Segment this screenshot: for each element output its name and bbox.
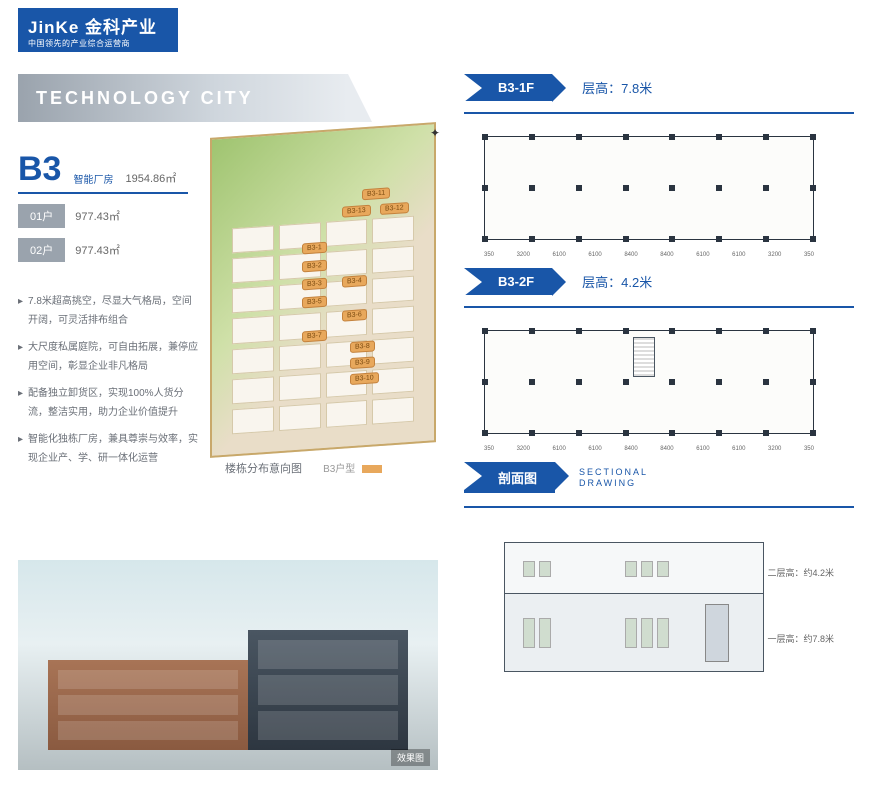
- building-name: B3: [18, 152, 61, 186]
- site-label: B3-5: [302, 296, 327, 309]
- unit-area: 977.43㎡: [75, 242, 120, 258]
- siteplan-caption-text: 楼栋分布意向图: [225, 463, 302, 475]
- header-rule: [464, 112, 854, 114]
- siteplan-caption: 楼栋分布意向图 B3户型: [225, 460, 382, 476]
- building-rendering: 效果图: [18, 560, 438, 770]
- floor-height: 层高：7.8米: [582, 78, 652, 97]
- render-building-left: [48, 660, 248, 750]
- section-subtitle: SECTIONALDRAWING: [579, 467, 648, 489]
- site-label: B3-3: [302, 278, 327, 291]
- floor-header-1f: B3-1F 层高：7.8米: [464, 74, 854, 101]
- header-rule: [464, 506, 854, 508]
- site-label: B3-8: [350, 340, 375, 353]
- floor-height: 层高：4.2米: [582, 272, 652, 291]
- unit-area: 977.43㎡: [75, 208, 120, 224]
- site-label: B3-2: [302, 260, 327, 273]
- site-label: B3-12: [380, 202, 409, 215]
- floorplan-2f: 35032006100610084008400610061003200350: [464, 322, 834, 452]
- section-header: 剖面图 SECTIONALDRAWING: [464, 462, 854, 493]
- floor-header-2f: B3-2F 层高：4.2米: [464, 268, 854, 295]
- logo-sub: 中国领先的产业综合运营商: [28, 38, 168, 49]
- feature-list: 7.8米超高挑空，尽显大气格局，空间开阔，可灵活排布组合 大尺度私属庭院，可自由…: [18, 292, 198, 468]
- site-label: B3-13: [342, 205, 371, 218]
- site-plan: B3-1 B3-2 B3-3 B3-4 B3-5 B3-6 B3-7 B3-8 …: [210, 130, 436, 450]
- floor-tag: B3-2F: [464, 268, 552, 295]
- floor-tag: B3-1F: [464, 74, 552, 101]
- section-drawing: 二层高：约4.2米 一层高：约7.8米: [464, 522, 834, 682]
- building-type: 智能厂房: [73, 171, 113, 186]
- render-badge: 效果图: [391, 749, 430, 766]
- site-label: B3-6: [342, 309, 367, 322]
- page-title-bar: TECHNOLOGY CITY: [18, 74, 348, 122]
- site-label: B3-4: [342, 275, 367, 288]
- section-label-f2: 二层高：约4.2米: [767, 566, 834, 579]
- feature-item: 大尺度私属庭院，可自由拓展，兼停应用空间，彰显企业非凡格局: [18, 338, 198, 376]
- compass-icon: ✦: [430, 126, 440, 140]
- site-label: B3-11: [362, 187, 390, 200]
- unit-label: 02户: [18, 238, 65, 262]
- site-label: B3-9: [350, 356, 375, 369]
- site-label: B3-10: [350, 372, 379, 385]
- logo-main: JinKe 金科产业: [28, 13, 168, 38]
- header-rule: [464, 306, 854, 308]
- plan-dimensions: 35032006100610084008400610061003200350: [484, 252, 814, 258]
- feature-item: 配备独立卸货区，实现100%人货分流，整洁实用，助力企业价值提升: [18, 384, 198, 422]
- building-total-area: 1954.86㎡: [125, 170, 176, 186]
- plan-dimensions: 35032006100610084008400610061003200350: [484, 446, 814, 452]
- site-label: B3-7: [302, 330, 327, 343]
- site-label: B3-1: [302, 242, 327, 255]
- page-title: TECHNOLOGY CITY: [36, 88, 254, 109]
- unit-label: 01户: [18, 204, 65, 228]
- feature-item: 7.8米超高挑空，尽显大气格局，空间开阔，可灵活排布组合: [18, 292, 198, 330]
- section-label-f1: 一层高：约7.8米: [767, 632, 834, 645]
- siteplan-swatch: [362, 465, 382, 473]
- section-tag: 剖面图: [464, 462, 555, 493]
- brand-logo: JinKe 金科产业 中国领先的产业综合运营商: [18, 8, 178, 52]
- floorplan-1f: 35032006100610084008400610061003200350: [464, 128, 834, 258]
- siteplan-legend: B3户型: [323, 464, 355, 475]
- render-building-right: [248, 630, 408, 750]
- feature-item: 智能化独栋厂房，兼具尊崇与效率，实现企业产、学、研一体化运营: [18, 430, 198, 468]
